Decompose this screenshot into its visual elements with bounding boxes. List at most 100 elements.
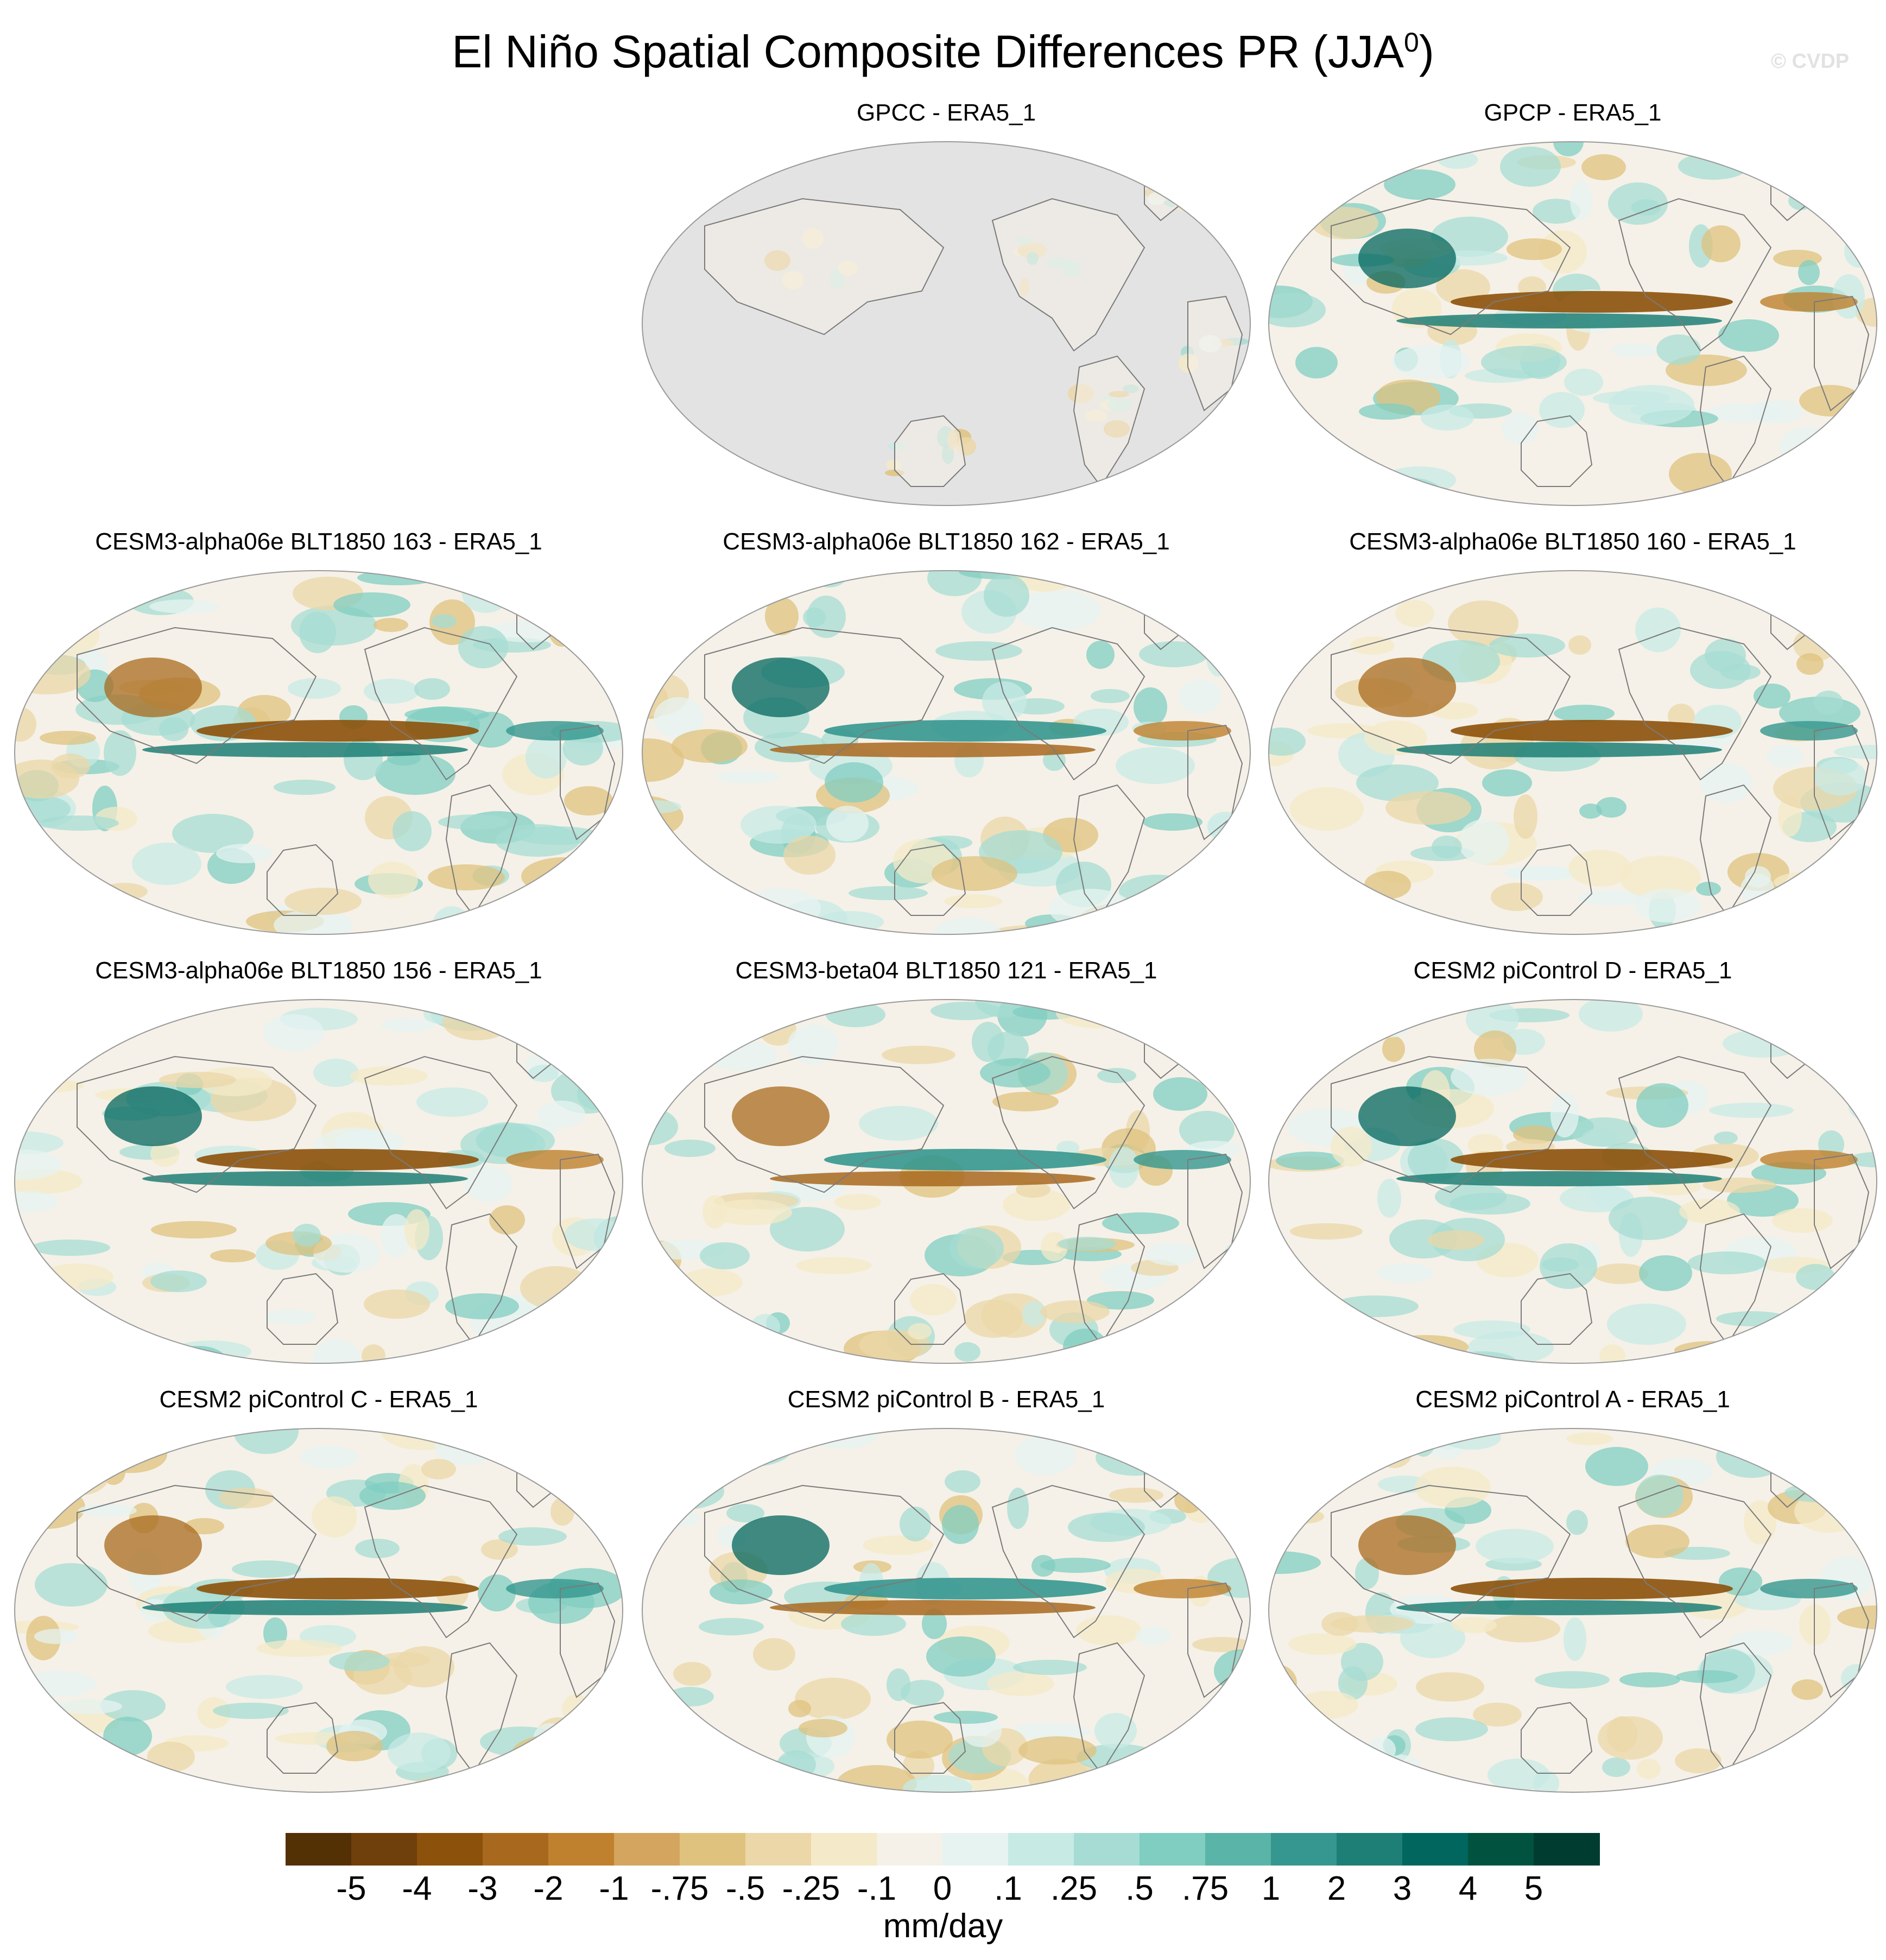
coastline-north-america [991,1055,1145,1210]
anomaly-blob [1329,1000,1374,1017]
equatorial-band [197,1578,479,1599]
anomaly-blob [1136,1627,1170,1645]
anomaly-blob [1164,1335,1218,1354]
anomaly-blob [1792,1679,1823,1700]
anomaly-blob [355,1539,400,1558]
anomaly-blob [1343,1000,1416,1022]
anomaly-blob [80,1428,143,1448]
anomaly-blob [642,1719,680,1747]
colorbar-tick-label: 5 [1524,1870,1543,1907]
anomaly-blob [1359,1344,1417,1363]
anomaly-blob [1016,1181,1050,1198]
colorbar-box [1008,1833,1074,1866]
anomaly-blob [537,1101,585,1128]
world-map [1268,141,1877,506]
anomaly-blob [478,1575,516,1611]
anomaly-blob [467,712,515,748]
anomaly-blob [508,901,583,920]
anomaly-blob [741,806,817,844]
coastline-asia [1331,1055,1571,1193]
anomaly-blob [1295,347,1338,378]
anomaly-blob [777,1750,816,1779]
anomaly-blob [1834,838,1863,873]
anomaly-blob [15,1191,58,1213]
coastline-south-america [445,1213,518,1345]
colorbar-box [614,1833,680,1866]
anomaly-blob [1729,1630,1793,1655]
anomaly-blob [1094,1713,1137,1749]
anomaly-blob [15,1487,50,1528]
anomaly-blob [1484,1615,1560,1642]
coastline-australia [1521,415,1593,487]
anomaly-blob [1814,691,1843,715]
colorbar-box [1205,1833,1271,1866]
anomaly-blob [1383,1335,1469,1359]
anomaly-blob [1161,1006,1191,1049]
equatorial-band [1396,742,1722,757]
title-superscript: 0 [1404,27,1419,58]
anomaly-blob [1269,1428,1305,1464]
colorbar-tick-label: -.1 [857,1870,897,1907]
anomaly-blob [926,1636,996,1677]
anomaly-blob [1722,906,1796,934]
anomaly-blob [284,888,362,915]
anomaly-blob [992,1092,1059,1111]
anomaly-blob [1535,1671,1610,1689]
coastline-australia [894,844,966,916]
anomaly-blob [159,717,188,741]
anomaly-blob [580,1479,604,1508]
anomaly-blob [481,1539,518,1560]
coastline-south-america [1699,355,1772,488]
anomaly-blob [213,1703,289,1719]
anomaly-blob [40,815,119,831]
anomaly-blob [65,1336,106,1363]
colorbar-tick-label: 0 [933,1870,952,1907]
anomaly-blob [1289,462,1349,479]
anomaly-blob [404,707,489,722]
anomaly-blob [547,603,575,647]
world-map [14,999,623,1364]
anomaly-blob [1336,571,1377,586]
anomaly-blob [1063,1329,1107,1363]
anomaly-blob [1772,1208,1833,1233]
anomaly-blob [1091,689,1130,703]
anomaly-blob [1473,1703,1522,1727]
anomaly-blob [312,1496,357,1538]
anomaly-blob [1011,1723,1090,1740]
coastline-south-america [445,1642,518,1774]
map-border [642,570,1251,935]
anomaly-blob [1276,473,1335,495]
anomaly-blob [103,1717,152,1756]
anomaly-blob [1550,1092,1579,1137]
anomaly-blob [1134,687,1167,726]
anomaly-blob [751,1314,780,1340]
anomaly-blob [1813,1428,1862,1460]
anomaly-blob [642,1677,668,1721]
anomaly-blob [1395,600,1434,627]
anomaly-blob [1764,1341,1833,1363]
anomaly-blob [1466,1001,1519,1039]
equatorial-band [770,742,1096,757]
anomaly-blob [825,762,883,802]
anomaly-blob [1295,1428,1333,1444]
map-border [14,1428,623,1793]
anomaly-blob [1416,1672,1484,1702]
panel-title: CESM3-alpha06e BLT1850 160 - ERA5_1 [1349,528,1796,555]
anomaly-blob [1269,1428,1331,1458]
anomaly-blob [1602,1757,1630,1777]
anomaly-blob [488,1756,560,1786]
map-border [1268,999,1877,1364]
anomaly-blob [31,1240,110,1256]
anomaly-blob [375,754,455,795]
anomaly-blob [1290,1223,1363,1240]
anomaly-blob [512,899,555,918]
anomaly-blob [1428,1230,1484,1250]
anomaly-blob [36,1000,82,1030]
anomaly-blob [1139,641,1208,667]
anomaly-blob [642,1034,715,1051]
anomaly-blob [1269,1265,1308,1297]
anomaly-blob [1767,745,1803,768]
anomaly-blob [404,1209,429,1250]
colorbar-box [745,1833,812,1866]
anomaly-blob [1636,1083,1688,1128]
